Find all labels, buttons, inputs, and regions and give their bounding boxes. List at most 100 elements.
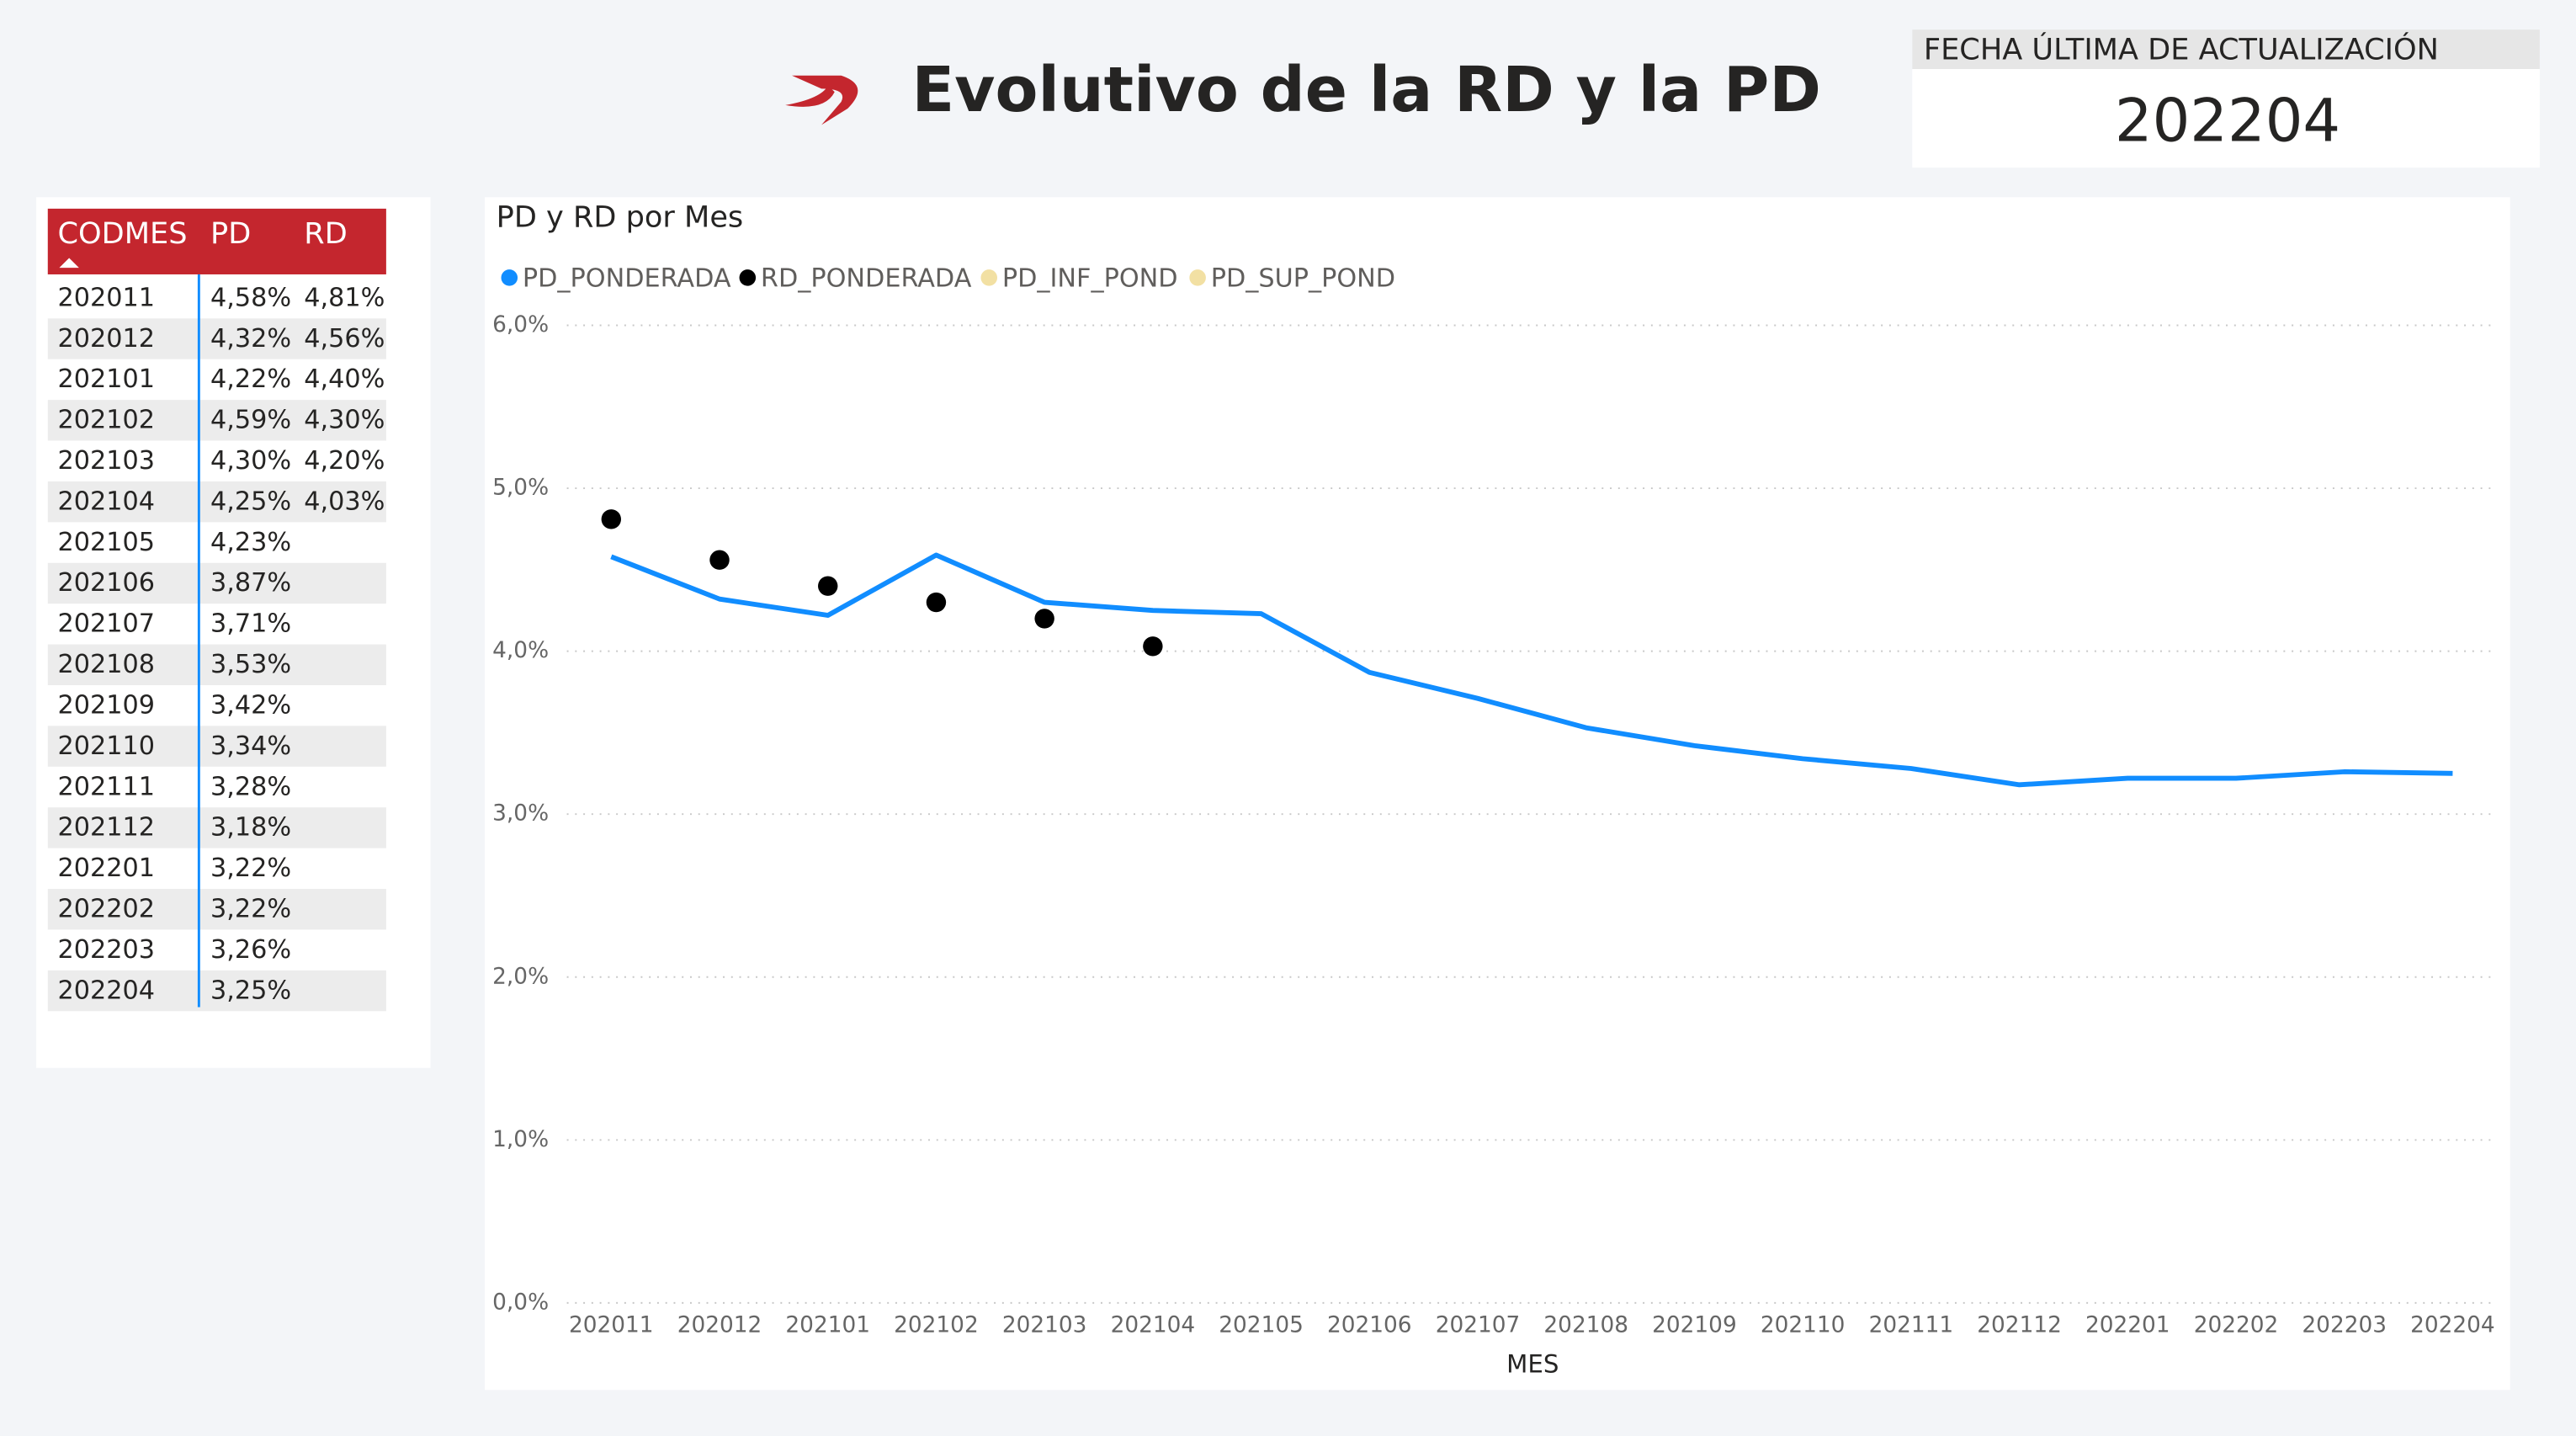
table-cell: 3,22%	[210, 894, 291, 923]
table-cell: 202011	[57, 283, 154, 312]
y-tick-label: 6,0%	[492, 312, 549, 338]
x-tick-label: 202107	[1436, 1313, 1521, 1338]
point	[1143, 636, 1163, 657]
table-cell: 3,28%	[210, 772, 291, 801]
page-title: Evolutivo de la RD y la PD	[912, 54, 1821, 126]
table-cell: 3,18%	[210, 813, 291, 843]
table-cell: 4,20%	[304, 446, 385, 476]
y-tick-label: 3,0%	[492, 801, 549, 827]
table-cell: 4,25%	[210, 487, 291, 516]
point	[926, 592, 947, 613]
table-cell: 4,22%	[210, 364, 291, 394]
table-cell: 3,42%	[210, 690, 291, 720]
legend-marker	[739, 269, 757, 286]
y-tick-label: 2,0%	[492, 964, 549, 989]
table-cell: 202201	[57, 854, 154, 883]
point	[601, 509, 622, 529]
table-cell: 202101	[57, 364, 154, 394]
x-tick-label: 202109	[1652, 1313, 1737, 1338]
table-cell: 202105	[57, 528, 154, 557]
table-cell: 202204	[57, 976, 154, 1005]
x-tick-label: 202102	[894, 1313, 979, 1338]
x-tick-label: 202108	[1543, 1313, 1628, 1338]
logo	[785, 75, 858, 125]
legend-marker	[1189, 269, 1206, 286]
x-axis-label: MES	[1506, 1350, 1559, 1379]
legend-marker	[501, 269, 518, 286]
table-cell: 4,56%	[304, 324, 385, 354]
table-header	[47, 208, 386, 274]
table-cell: 202110	[57, 731, 154, 761]
column-header: RD	[304, 216, 347, 251]
column-header: PD	[210, 216, 251, 251]
row-shade	[47, 970, 386, 1012]
x-tick-label: 202110	[1761, 1313, 1846, 1338]
table-cell: 3,26%	[210, 935, 291, 965]
row-shade	[47, 562, 386, 604]
y-tick-label: 1,0%	[492, 1127, 549, 1152]
legend-label: PD_INF_POND	[1002, 263, 1178, 293]
table-cell: 4,58%	[210, 283, 291, 312]
table-cell: 4,40%	[304, 364, 385, 394]
series-line	[610, 552, 2453, 788]
table-cell: 4,23%	[210, 528, 291, 557]
chart-panel	[484, 197, 2510, 1391]
table-cell: 3,53%	[210, 650, 291, 679]
point	[1034, 609, 1054, 629]
table-cell: 4,32%	[210, 324, 291, 354]
x-tick-label: 202012	[677, 1313, 762, 1338]
point	[818, 576, 838, 596]
legend-marker	[980, 269, 998, 286]
y-tick-label: 5,0%	[492, 476, 549, 501]
x-tick-label: 202103	[1002, 1313, 1087, 1338]
table-cell: 202107	[57, 609, 154, 639]
table-cell: 3,87%	[210, 568, 291, 598]
table-cell: 3,25%	[210, 976, 291, 1005]
x-tick-label: 202201	[2085, 1313, 2170, 1338]
x-tick-label: 202204	[2410, 1313, 2495, 1338]
table-cell: 202104	[57, 487, 154, 516]
point	[709, 550, 730, 570]
table-cell: 4,30%	[304, 406, 385, 435]
row-shade	[47, 807, 386, 848]
x-tick-label: 202111	[1869, 1313, 1954, 1338]
table-cell: 4,81%	[304, 283, 385, 312]
card-header	[1912, 29, 2540, 69]
row-shade	[47, 889, 386, 930]
x-tick-label: 202101	[785, 1313, 870, 1338]
table-cell: 3,34%	[210, 731, 291, 761]
table-cell: 202106	[57, 568, 154, 598]
x-tick-label: 202203	[2302, 1313, 2387, 1338]
y-tick-label: 0,0%	[492, 1290, 549, 1315]
chart-title: PD y RD por Mes	[497, 200, 744, 235]
table-cell: 202112	[57, 813, 154, 843]
table-cell: 3,71%	[210, 609, 291, 639]
x-tick-label: 202104	[1111, 1313, 1196, 1338]
sort-icon	[59, 258, 79, 269]
table: CODMES PD RD 202011 4,58% 4,81% 202012 4,32% 4,5…	[47, 216, 386, 1012]
row-shade	[47, 644, 386, 685]
table-cell: 4,59%	[210, 406, 291, 435]
y-tick-label: 4,0%	[492, 638, 549, 663]
column-header: CODMES	[57, 216, 187, 251]
row-shade	[47, 726, 386, 767]
table-cell: 202103	[57, 446, 154, 476]
table-cell: 202202	[57, 894, 154, 923]
x-tick-label: 202105	[1219, 1313, 1304, 1338]
card-label: FECHA ÚLTIMA DE ACTUALIZACIÓN	[1924, 32, 2439, 67]
table-cell: 202203	[57, 935, 154, 965]
table-cell: 202102	[57, 406, 154, 435]
table-cell: 202012	[57, 324, 154, 354]
table-cell: 202108	[57, 650, 154, 679]
row-shade	[47, 318, 386, 359]
x-tick-label: 202106	[1327, 1313, 1412, 1338]
x-tick-label: 202112	[1977, 1313, 2062, 1338]
legend-label: PD_SUP_POND	[1211, 263, 1395, 293]
table-cell: 4,30%	[210, 446, 291, 476]
legend-label: PD_PONDERADA	[523, 263, 731, 293]
table-cell: 202111	[57, 772, 154, 801]
table-cell: 4,03%	[304, 487, 385, 516]
row-shade	[47, 481, 386, 523]
